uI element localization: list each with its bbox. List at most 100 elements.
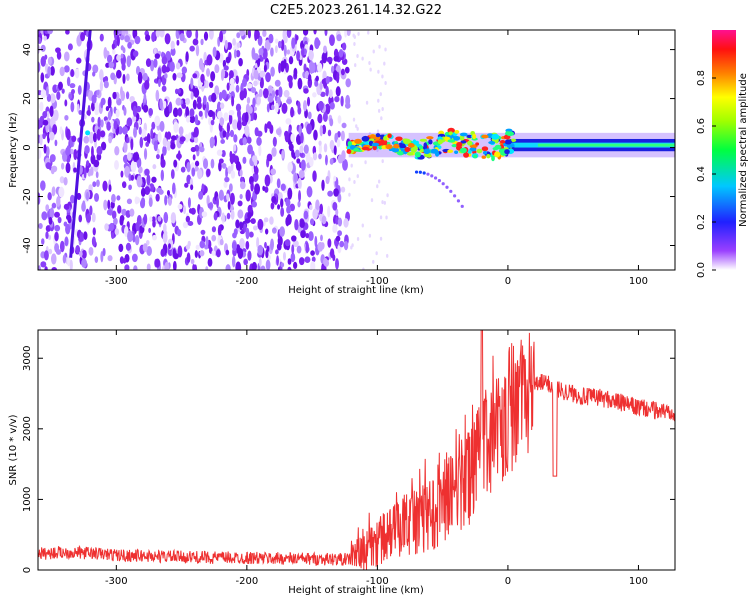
noise-blob: [337, 115, 342, 124]
noise-blob: [138, 126, 142, 135]
noise-blob: [229, 155, 235, 163]
spectrogram-x-axis: -300 -200 -100 0 100: [105, 30, 648, 287]
noise-blob: [315, 199, 320, 211]
noise-blob: [356, 53, 359, 58]
signal-blob: [494, 151, 501, 158]
noise-blob: [181, 66, 188, 74]
noise-blob: [286, 98, 292, 104]
signal-blob: [447, 139, 456, 143]
noise-blob: [40, 44, 46, 52]
noise-blob: [137, 71, 143, 84]
noise-blob: [227, 165, 232, 175]
noise-blob: [163, 211, 169, 224]
noise-blob: [106, 121, 111, 131]
signal-blob: [476, 148, 483, 154]
noise-blob: [132, 50, 139, 57]
noise-blob: [218, 158, 224, 164]
colorbar-gradient: [712, 30, 736, 270]
noise-blob: [115, 69, 122, 79]
noise-blob: [177, 150, 181, 161]
noise-blob: [192, 38, 199, 46]
noise-blob: [47, 30, 53, 35]
noise-blob: [313, 129, 318, 141]
colorbar-tick-label: 0.0: [696, 262, 707, 278]
noise-blob: [344, 66, 350, 74]
noise-blob: [271, 147, 277, 157]
noise-blob: [158, 78, 161, 88]
noise-blob: [343, 218, 349, 228]
noise-blob: [303, 100, 307, 112]
noise-blob: [78, 214, 83, 223]
noise-blob: [161, 85, 167, 92]
noise-blob: [157, 67, 162, 79]
noise-blob: [329, 118, 334, 127]
noise-blob: [262, 88, 269, 99]
noise-blob: [348, 192, 351, 197]
noise-blob: [247, 211, 252, 220]
noise-blob: [343, 241, 349, 251]
noise-blob: [64, 99, 68, 107]
noise-blob: [47, 57, 52, 66]
signal-blob: [463, 152, 470, 158]
noise-blob: [310, 62, 316, 74]
noise-blob: [69, 83, 76, 89]
noise-blob: [303, 88, 309, 94]
spectrogram-y-tick-label: 0: [22, 144, 33, 150]
noise-blob: [191, 167, 196, 177]
noise-blob: [337, 154, 344, 164]
noise-blob: [96, 145, 103, 156]
noise-blob: [40, 72, 45, 83]
noise-blob: [312, 92, 317, 98]
noise-blob: [130, 174, 135, 181]
noise-blob: [348, 177, 351, 182]
noise-blob: [325, 85, 329, 97]
noise-blob: [236, 32, 241, 39]
noise-blob: [185, 51, 189, 63]
noise-blob: [299, 152, 304, 158]
signal-blob: [482, 150, 488, 155]
noise-blob: [232, 119, 238, 130]
noise-blob: [132, 152, 138, 163]
noise-blob: [310, 261, 316, 270]
noise-blob: [303, 210, 309, 220]
noise-blob: [65, 30, 70, 35]
signal-blob: [371, 142, 380, 147]
noise-blob: [143, 213, 148, 225]
noise-blob: [377, 98, 380, 103]
noise-blob: [97, 116, 101, 128]
noise-blob: [318, 140, 322, 146]
noise-blob: [203, 31, 209, 41]
noise-blob: [253, 155, 258, 167]
signal-blob: [420, 148, 425, 153]
noise-blob: [218, 161, 222, 172]
noise-blob: [364, 160, 367, 165]
noise-blob: [287, 258, 292, 265]
noise-blob: [164, 66, 170, 73]
noise-blob: [100, 251, 104, 263]
noise-blob: [177, 88, 181, 94]
noise-blob: [103, 199, 108, 211]
noise-blob: [148, 227, 152, 234]
spectrogram-y-tick-label: -40: [22, 237, 33, 253]
snr-y-axis: 0 1000 2000 3000: [22, 346, 675, 573]
noise-blob: [206, 101, 209, 113]
noise-blob: [235, 261, 242, 270]
noise-blob: [267, 85, 273, 94]
noise-blob: [61, 88, 65, 94]
noise-blob: [264, 123, 268, 134]
noise-blob: [59, 66, 65, 77]
noise-blob: [51, 202, 57, 209]
noise-blob: [173, 121, 179, 133]
noise-blob: [43, 250, 49, 261]
noise-blob: [376, 184, 379, 189]
noise-blob: [221, 68, 226, 79]
noise-blob: [286, 49, 291, 55]
noise-blob: [185, 115, 191, 123]
noise-blob: [45, 162, 51, 170]
noise-blob: [92, 71, 96, 77]
noise-blob: [247, 204, 253, 214]
noise-blob: [206, 168, 211, 177]
noise-blob: [158, 189, 164, 195]
noise-blob: [225, 56, 231, 64]
noise-blob: [297, 200, 301, 208]
